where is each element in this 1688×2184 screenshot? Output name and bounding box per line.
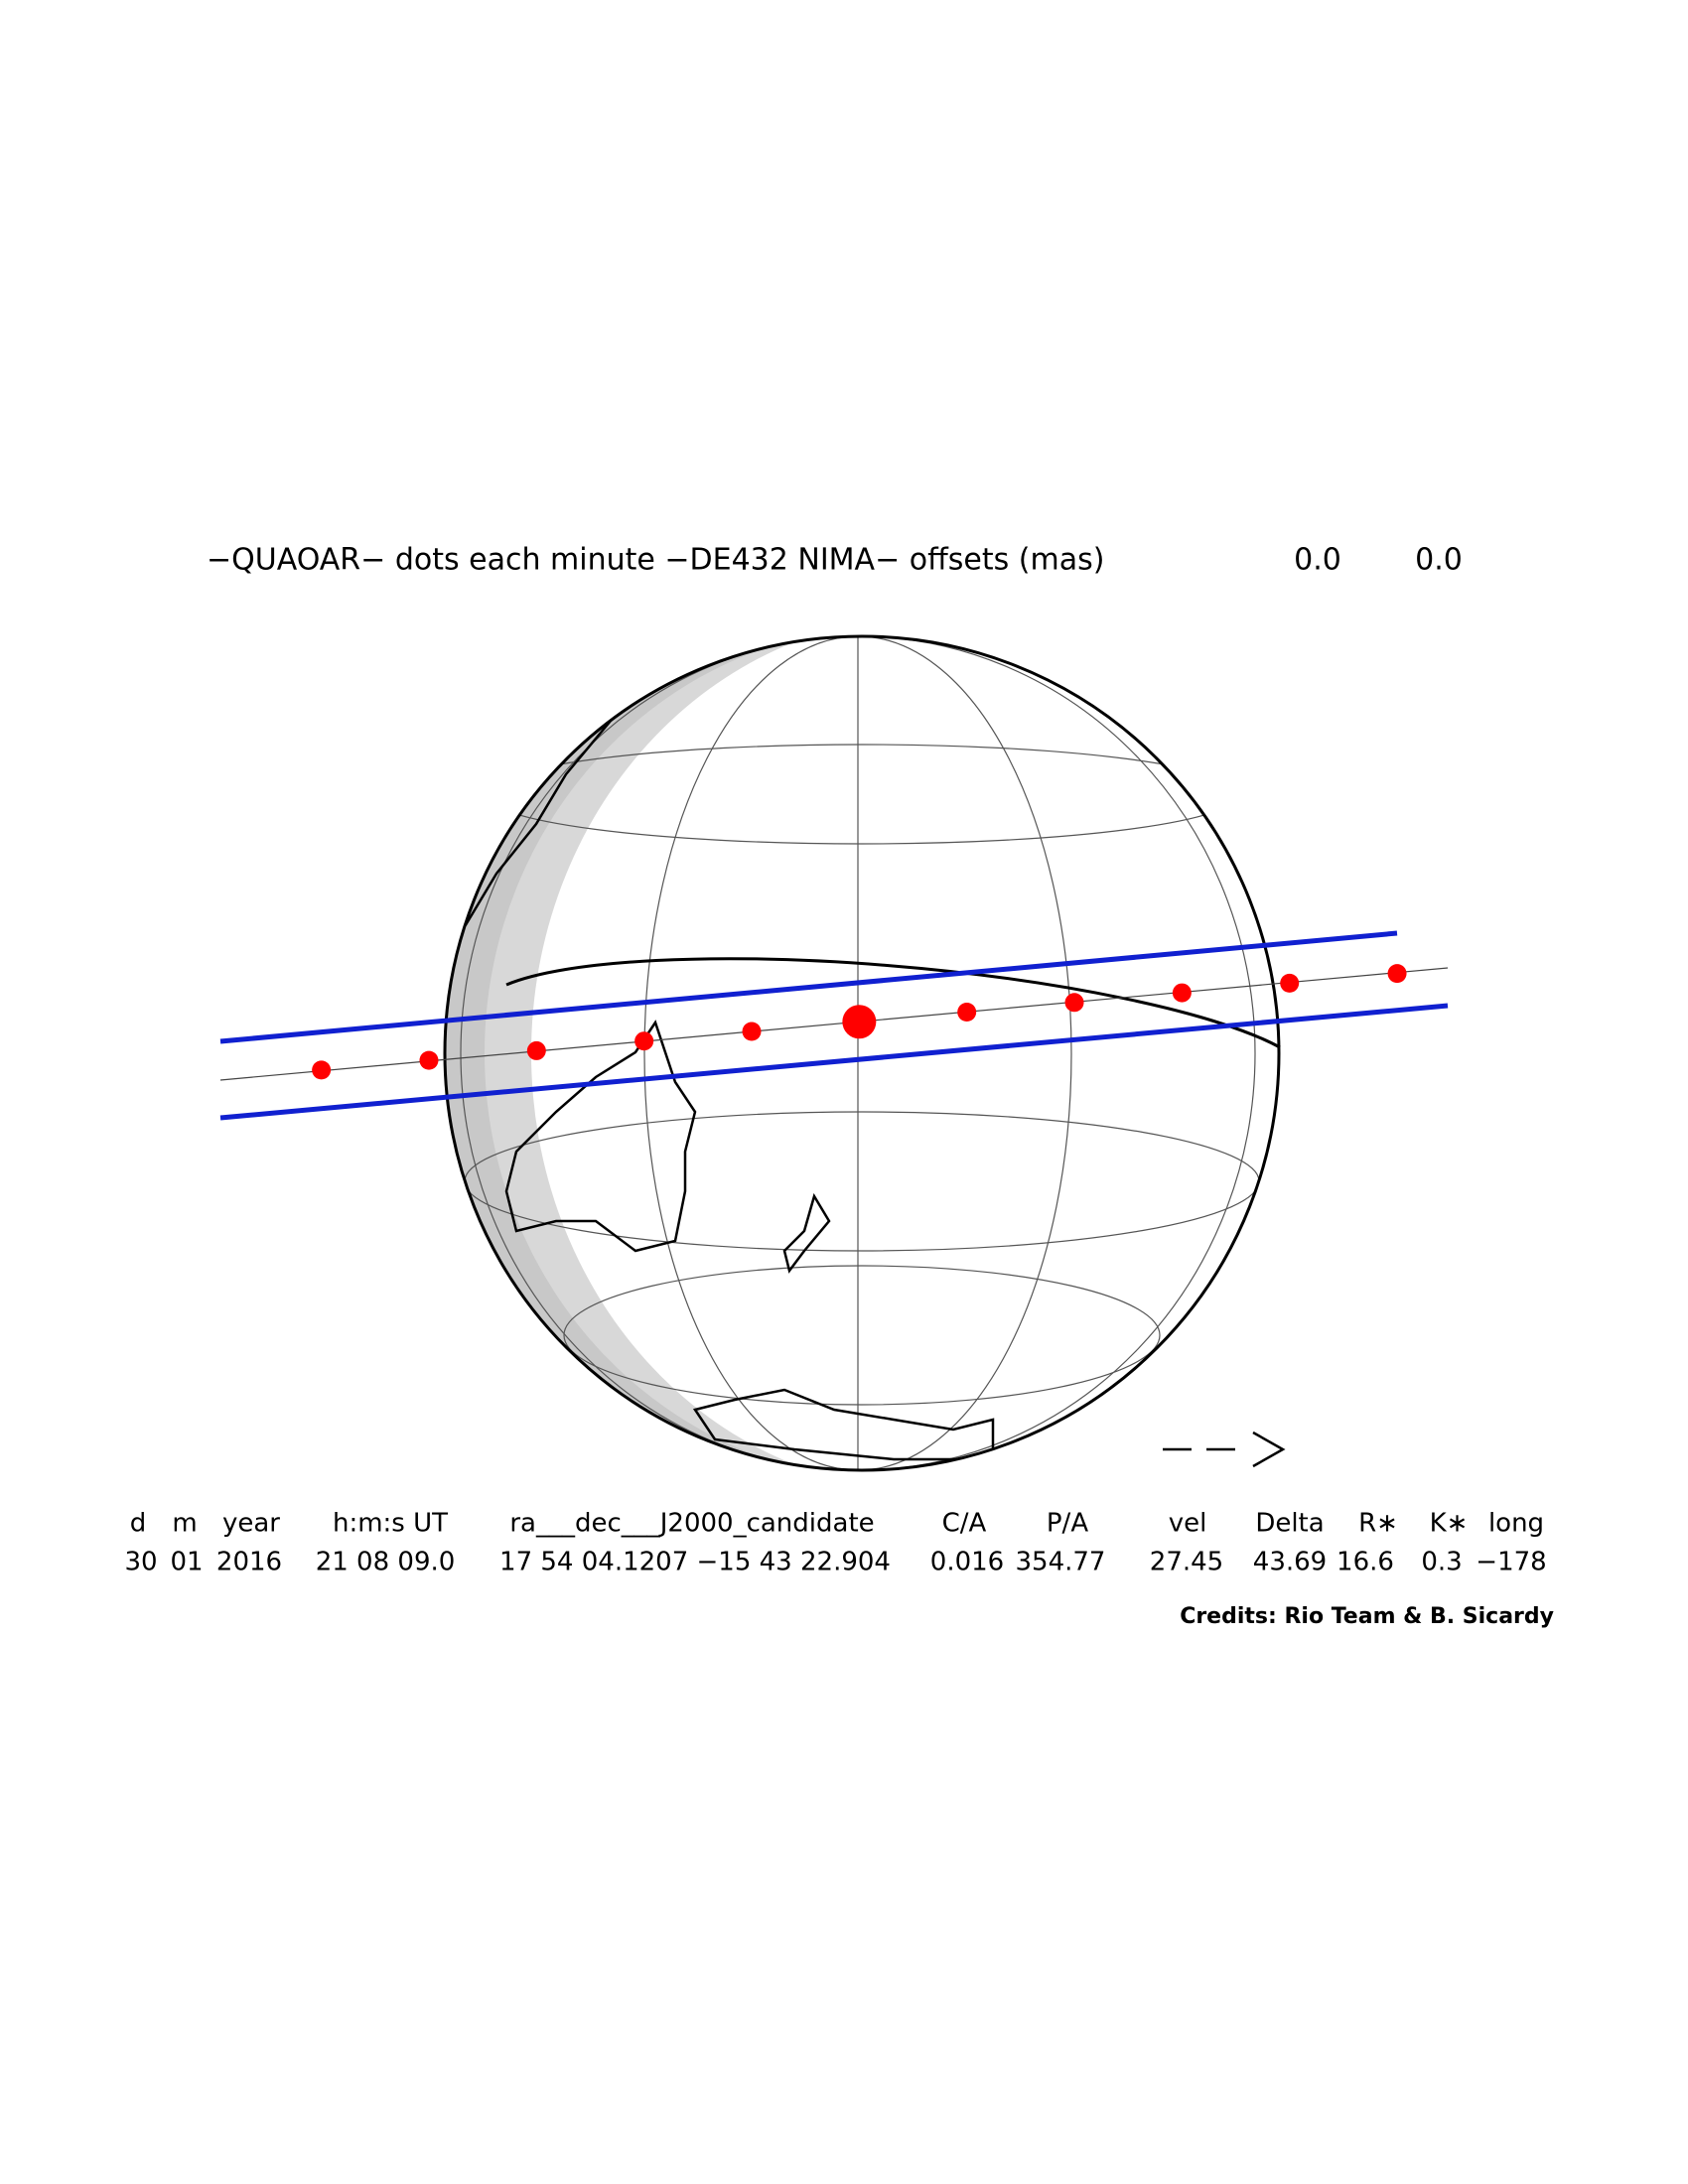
column-header: R∗ [1358,1509,1398,1539]
direction-arrow [1163,1431,1286,1468]
limit-line [219,1003,1449,1121]
position-dot [957,1003,977,1023]
graticule [460,636,1260,1470]
cell-value: 0.016 [930,1548,1004,1577]
column-header: ra___dec___J2000_candidate [509,1509,874,1539]
column-header: long [1488,1509,1544,1539]
cell-value: 17 54 04.1207 −15 43 22.904 [499,1548,891,1577]
position-dot [1172,983,1192,1003]
position-dot [1280,973,1300,993]
minute-dots [312,964,1407,1080]
cell-value: −178 [1476,1548,1546,1577]
offset-value: 0.0 [1294,543,1341,578]
credits: Credits: Rio Team & B. Sicardy [1180,1604,1554,1629]
column-header: K∗ [1430,1509,1469,1539]
column-header: C/A [942,1509,987,1539]
cell-value: 43.69 [1253,1548,1327,1577]
shadow-edge [505,957,1281,1049]
cell-value: 21 08 09.0 [316,1548,456,1577]
cell-value: 30 [124,1548,157,1577]
position-dot [312,1060,332,1080]
cell-value: 01 [170,1548,203,1577]
position-dot [742,1022,762,1041]
column-header: h:m:s UT [333,1509,448,1539]
position-dot [634,1031,654,1051]
column-header: d [130,1509,147,1539]
position-dot [842,1005,877,1039]
event-table: d m year h:m:s UT ra___dec___J2000_candidate… [124,1509,1546,1577]
column-header: Delta [1255,1509,1324,1539]
cell-value: 16.6 [1336,1548,1394,1577]
offset-value: 0.0 [1415,543,1463,578]
map-title: −QUAOAR− dots each minute −DE432 NIMA− o… [207,543,1104,578]
position-dot [1064,993,1084,1013]
column-header: P/A [1047,1509,1088,1539]
column-header: m [172,1509,197,1539]
position-dot [526,1040,546,1060]
globe [443,634,1281,1472]
position-dot [419,1050,439,1070]
globe-outline [443,634,1281,1472]
column-header: year [222,1509,280,1539]
cell-value: 0.3 [1421,1548,1462,1577]
cell-value: 27.45 [1150,1548,1223,1577]
cell-value: 354.77 [1016,1548,1106,1577]
column-header: vel [1169,1509,1207,1539]
position-dot [1387,964,1407,984]
limit-line [219,930,1398,1044]
cell-value: 2016 [216,1548,282,1577]
